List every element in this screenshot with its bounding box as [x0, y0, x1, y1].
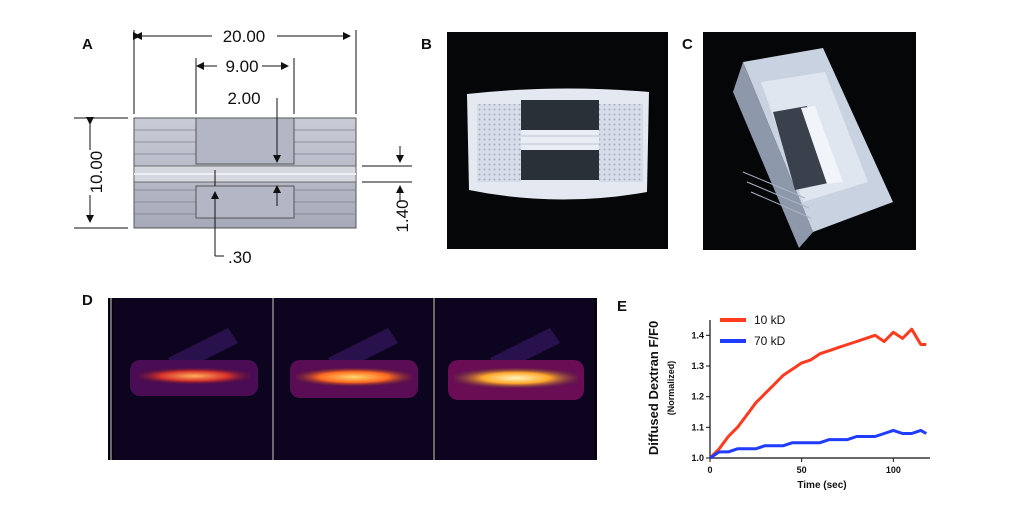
- chart-xlabel: Time (sec): [797, 480, 846, 490]
- series-line-2: [709, 428, 928, 460]
- technical-drawing: 20.00 9.00 2.00 10.00 1.40 .30: [74, 27, 412, 267]
- y-tick-label: 1.4: [691, 330, 704, 340]
- device-top-shape: [467, 88, 649, 200]
- fluorescence-image-strip: [108, 298, 597, 460]
- x-tick-label: 0: [707, 465, 712, 475]
- y-tick-label: 1.0: [691, 453, 704, 463]
- dim-channel-label: .30: [228, 248, 252, 267]
- device-angled-shape: [733, 48, 893, 248]
- x-tick-label: 50: [797, 465, 807, 475]
- fluorescence-frame-1: [114, 298, 272, 460]
- dim-gap-label: 2.00: [227, 89, 260, 108]
- fluorescence-frame-3: [436, 298, 594, 460]
- photo-device-angled: [703, 32, 916, 250]
- y-tick-label: 1.3: [691, 361, 704, 371]
- dim-width-label: 20.00: [223, 27, 266, 46]
- chart-ylabel: Diffused Dextran F/F0: [646, 321, 661, 455]
- chart-ylabel-sub: (Normalized): [666, 361, 676, 416]
- dim-height-label: 10.00: [87, 151, 106, 194]
- legend-label: 70 kD: [754, 334, 786, 348]
- panel-label-e: E: [617, 298, 628, 315]
- dextran-diffusion-chart: 1.0 1.1 1.2 1.3 1.4 0 50 100 10 kD 70 kD Diffuse…: [646, 313, 930, 490]
- legend-label: 10 kD: [754, 313, 786, 327]
- panel-label-a: A: [82, 36, 93, 53]
- dim-inner-label: 9.00: [225, 57, 258, 76]
- fluorescence-frame-2: [274, 298, 432, 460]
- y-tick-label: 1.2: [691, 392, 704, 402]
- photo-device-top: [447, 32, 668, 249]
- series-line-1: [708, 327, 927, 460]
- part-body: [133, 117, 357, 229]
- y-tick-label: 1.1: [691, 422, 704, 432]
- x-tick-label: 100: [886, 465, 901, 475]
- dim-side-label: 1.40: [393, 199, 412, 232]
- panel-label-b: B: [421, 36, 432, 53]
- panel-label-c: C: [682, 36, 693, 53]
- panel-label-d: D: [82, 292, 93, 309]
